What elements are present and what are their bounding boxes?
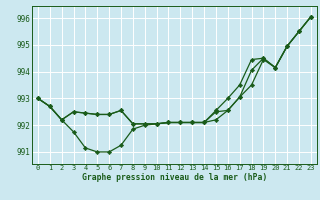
X-axis label: Graphe pression niveau de la mer (hPa): Graphe pression niveau de la mer (hPa) (82, 173, 267, 182)
